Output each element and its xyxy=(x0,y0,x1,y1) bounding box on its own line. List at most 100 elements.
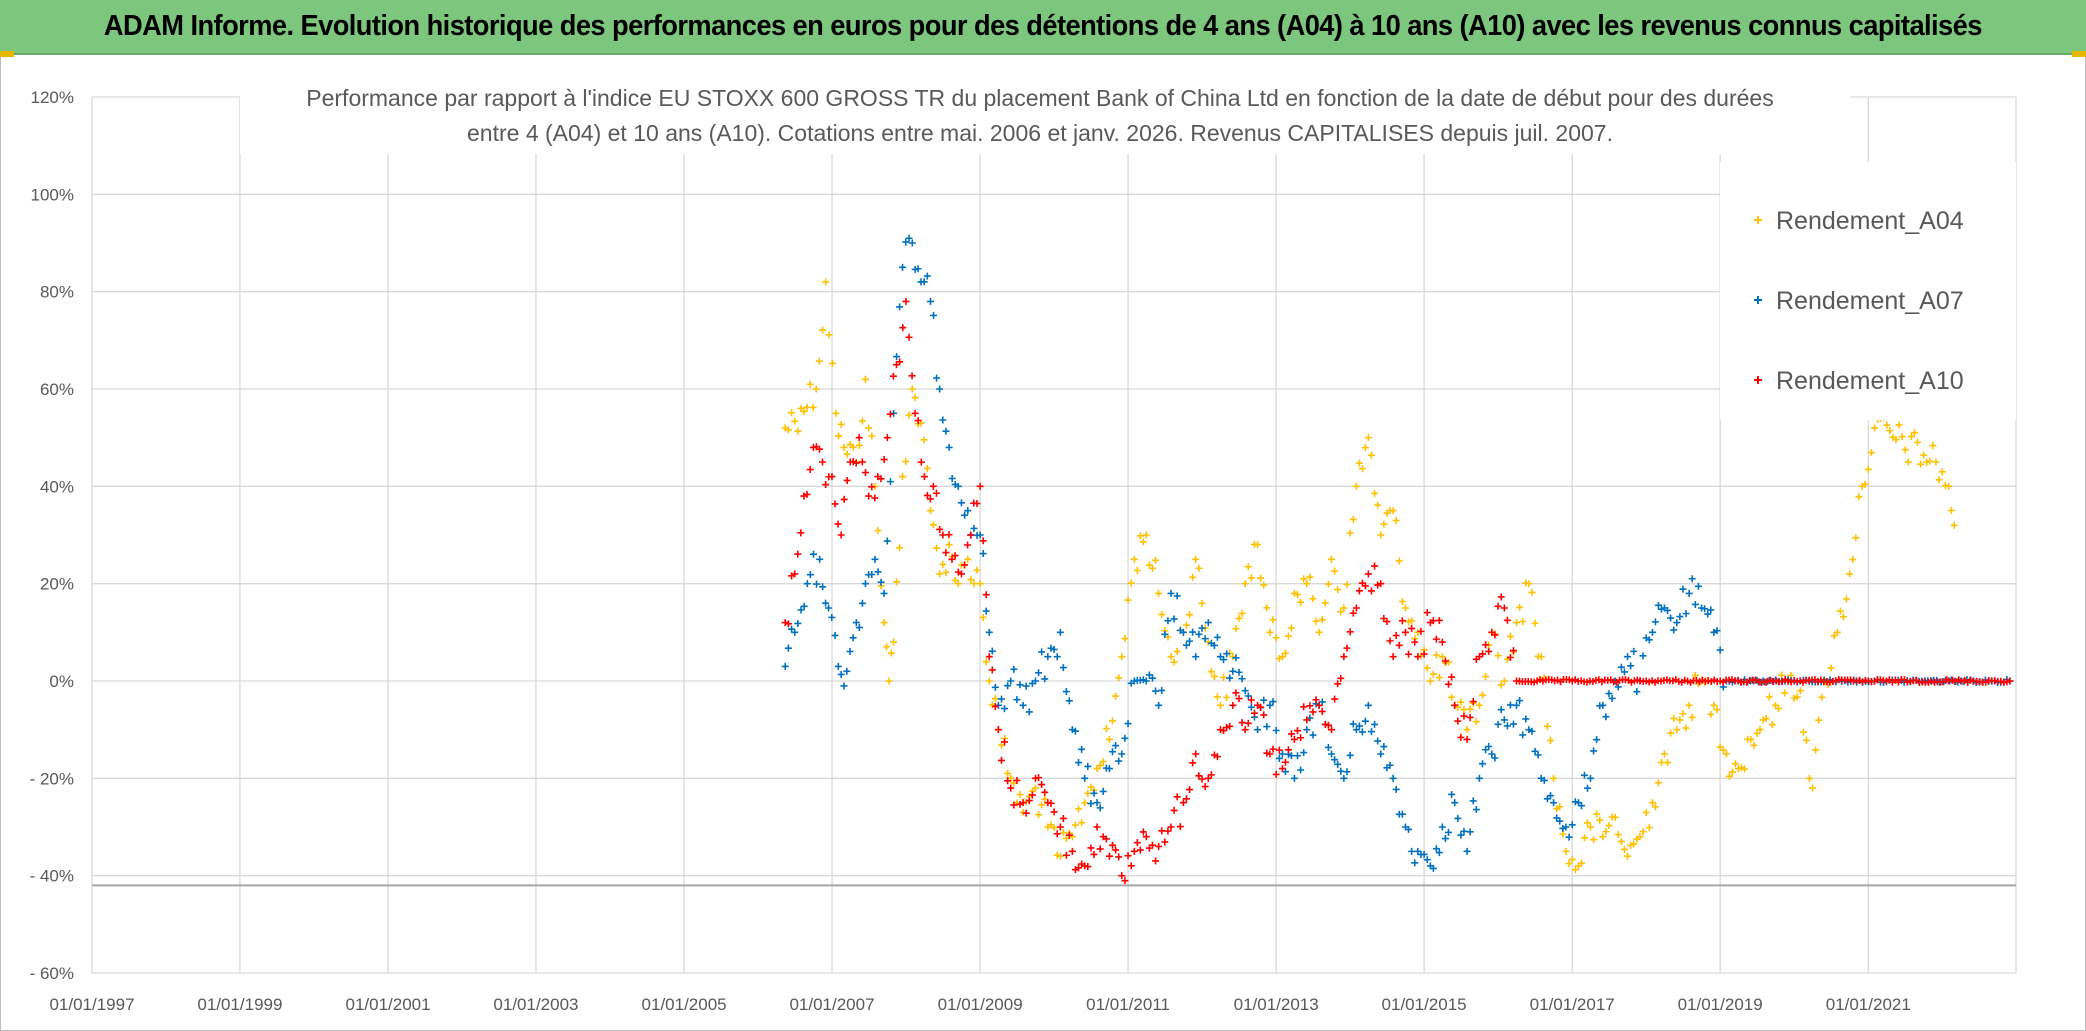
data-point xyxy=(1053,851,1061,859)
data-point xyxy=(1565,833,1573,841)
data-point xyxy=(1639,828,1647,836)
data-point xyxy=(1722,750,1730,758)
data-point xyxy=(1269,616,1277,624)
data-point xyxy=(803,403,811,411)
data-point xyxy=(1599,701,1607,709)
data-point xyxy=(1796,687,1804,695)
data-point xyxy=(1358,465,1366,473)
data-point xyxy=(1016,791,1024,799)
data-point xyxy=(1300,703,1308,711)
data-point xyxy=(1254,541,1262,549)
data-point xyxy=(1309,595,1317,603)
data-point xyxy=(1306,573,1314,581)
data-point xyxy=(1405,825,1413,833)
data-point xyxy=(985,628,993,636)
data-point xyxy=(1334,586,1342,594)
data-point xyxy=(1636,833,1644,841)
data-point xyxy=(1617,663,1625,671)
data-point xyxy=(1229,701,1237,709)
data-point xyxy=(1904,458,1912,466)
legend-marker xyxy=(1754,296,1762,304)
data-point xyxy=(1238,609,1246,617)
data-point xyxy=(1583,819,1591,827)
data-point xyxy=(1201,635,1209,643)
data-point xyxy=(834,520,842,528)
data-point xyxy=(1460,827,1468,835)
data-point xyxy=(1148,564,1156,572)
data-point xyxy=(1707,710,1715,718)
data-point xyxy=(1466,705,1474,713)
data-point xyxy=(1244,563,1252,571)
data-point xyxy=(1136,846,1144,854)
data-point xyxy=(1232,654,1240,662)
data-point xyxy=(1041,675,1049,683)
data-point xyxy=(1578,859,1585,867)
data-point xyxy=(1648,628,1656,636)
data-point xyxy=(1281,649,1289,657)
data-point xyxy=(1328,750,1336,758)
x-tick-label: 01/01/2003 xyxy=(493,995,578,1014)
data-point xyxy=(1596,816,1604,824)
data-point xyxy=(1136,532,1144,540)
data-point xyxy=(1303,726,1311,734)
data-point xyxy=(1790,694,1798,702)
data-point xyxy=(828,613,836,621)
data-point xyxy=(1109,748,1117,756)
data-point xyxy=(1725,772,1733,780)
data-point xyxy=(1139,828,1147,836)
data-point xyxy=(1081,799,1089,807)
data-point xyxy=(1096,804,1104,812)
data-point xyxy=(1855,493,1863,501)
data-point xyxy=(1451,701,1459,709)
data-point xyxy=(1324,721,1332,729)
data-point xyxy=(1627,662,1635,670)
data-point xyxy=(1682,724,1690,732)
data-point xyxy=(1423,609,1431,617)
data-point xyxy=(1386,637,1394,645)
data-point xyxy=(1287,624,1295,632)
data-point xyxy=(1445,828,1453,836)
data-point xyxy=(1213,633,1221,641)
data-point xyxy=(1189,573,1197,581)
data-point xyxy=(1713,627,1721,635)
data-point xyxy=(1053,653,1061,661)
data-point xyxy=(1321,599,1329,607)
data-point xyxy=(1648,799,1656,807)
data-point xyxy=(1580,771,1588,779)
data-point xyxy=(1534,751,1542,759)
data-point xyxy=(1938,468,1946,476)
data-point xyxy=(1411,859,1419,867)
data-point xyxy=(1019,701,1027,709)
data-point xyxy=(1182,641,1190,649)
data-point xyxy=(1260,696,1268,704)
data-point xyxy=(933,544,941,552)
data-point xyxy=(1361,582,1369,590)
data-point xyxy=(868,571,876,579)
data-point xyxy=(1343,581,1351,589)
data-point xyxy=(923,464,931,472)
data-point xyxy=(948,555,956,563)
data-point xyxy=(1220,673,1228,681)
data-point xyxy=(945,443,953,451)
data-point xyxy=(1389,653,1397,661)
data-point xyxy=(1158,686,1166,694)
data-point xyxy=(1472,718,1480,726)
data-point xyxy=(1673,726,1681,734)
data-point xyxy=(1022,682,1030,690)
data-point xyxy=(1537,653,1545,661)
data-point xyxy=(1506,632,1514,640)
data-point xyxy=(1031,784,1039,792)
data-point xyxy=(1244,719,1252,727)
data-point xyxy=(1346,529,1354,537)
legend-marker xyxy=(1754,376,1762,384)
data-point xyxy=(1583,784,1591,792)
data-point xyxy=(1843,595,1851,603)
data-point xyxy=(982,658,990,666)
data-point xyxy=(1352,482,1360,490)
data-point xyxy=(1290,735,1298,743)
data-point xyxy=(1016,681,1024,689)
data-point xyxy=(1355,587,1363,595)
data-point xyxy=(890,409,898,417)
data-point xyxy=(1398,598,1406,606)
data-point xyxy=(1346,751,1354,759)
